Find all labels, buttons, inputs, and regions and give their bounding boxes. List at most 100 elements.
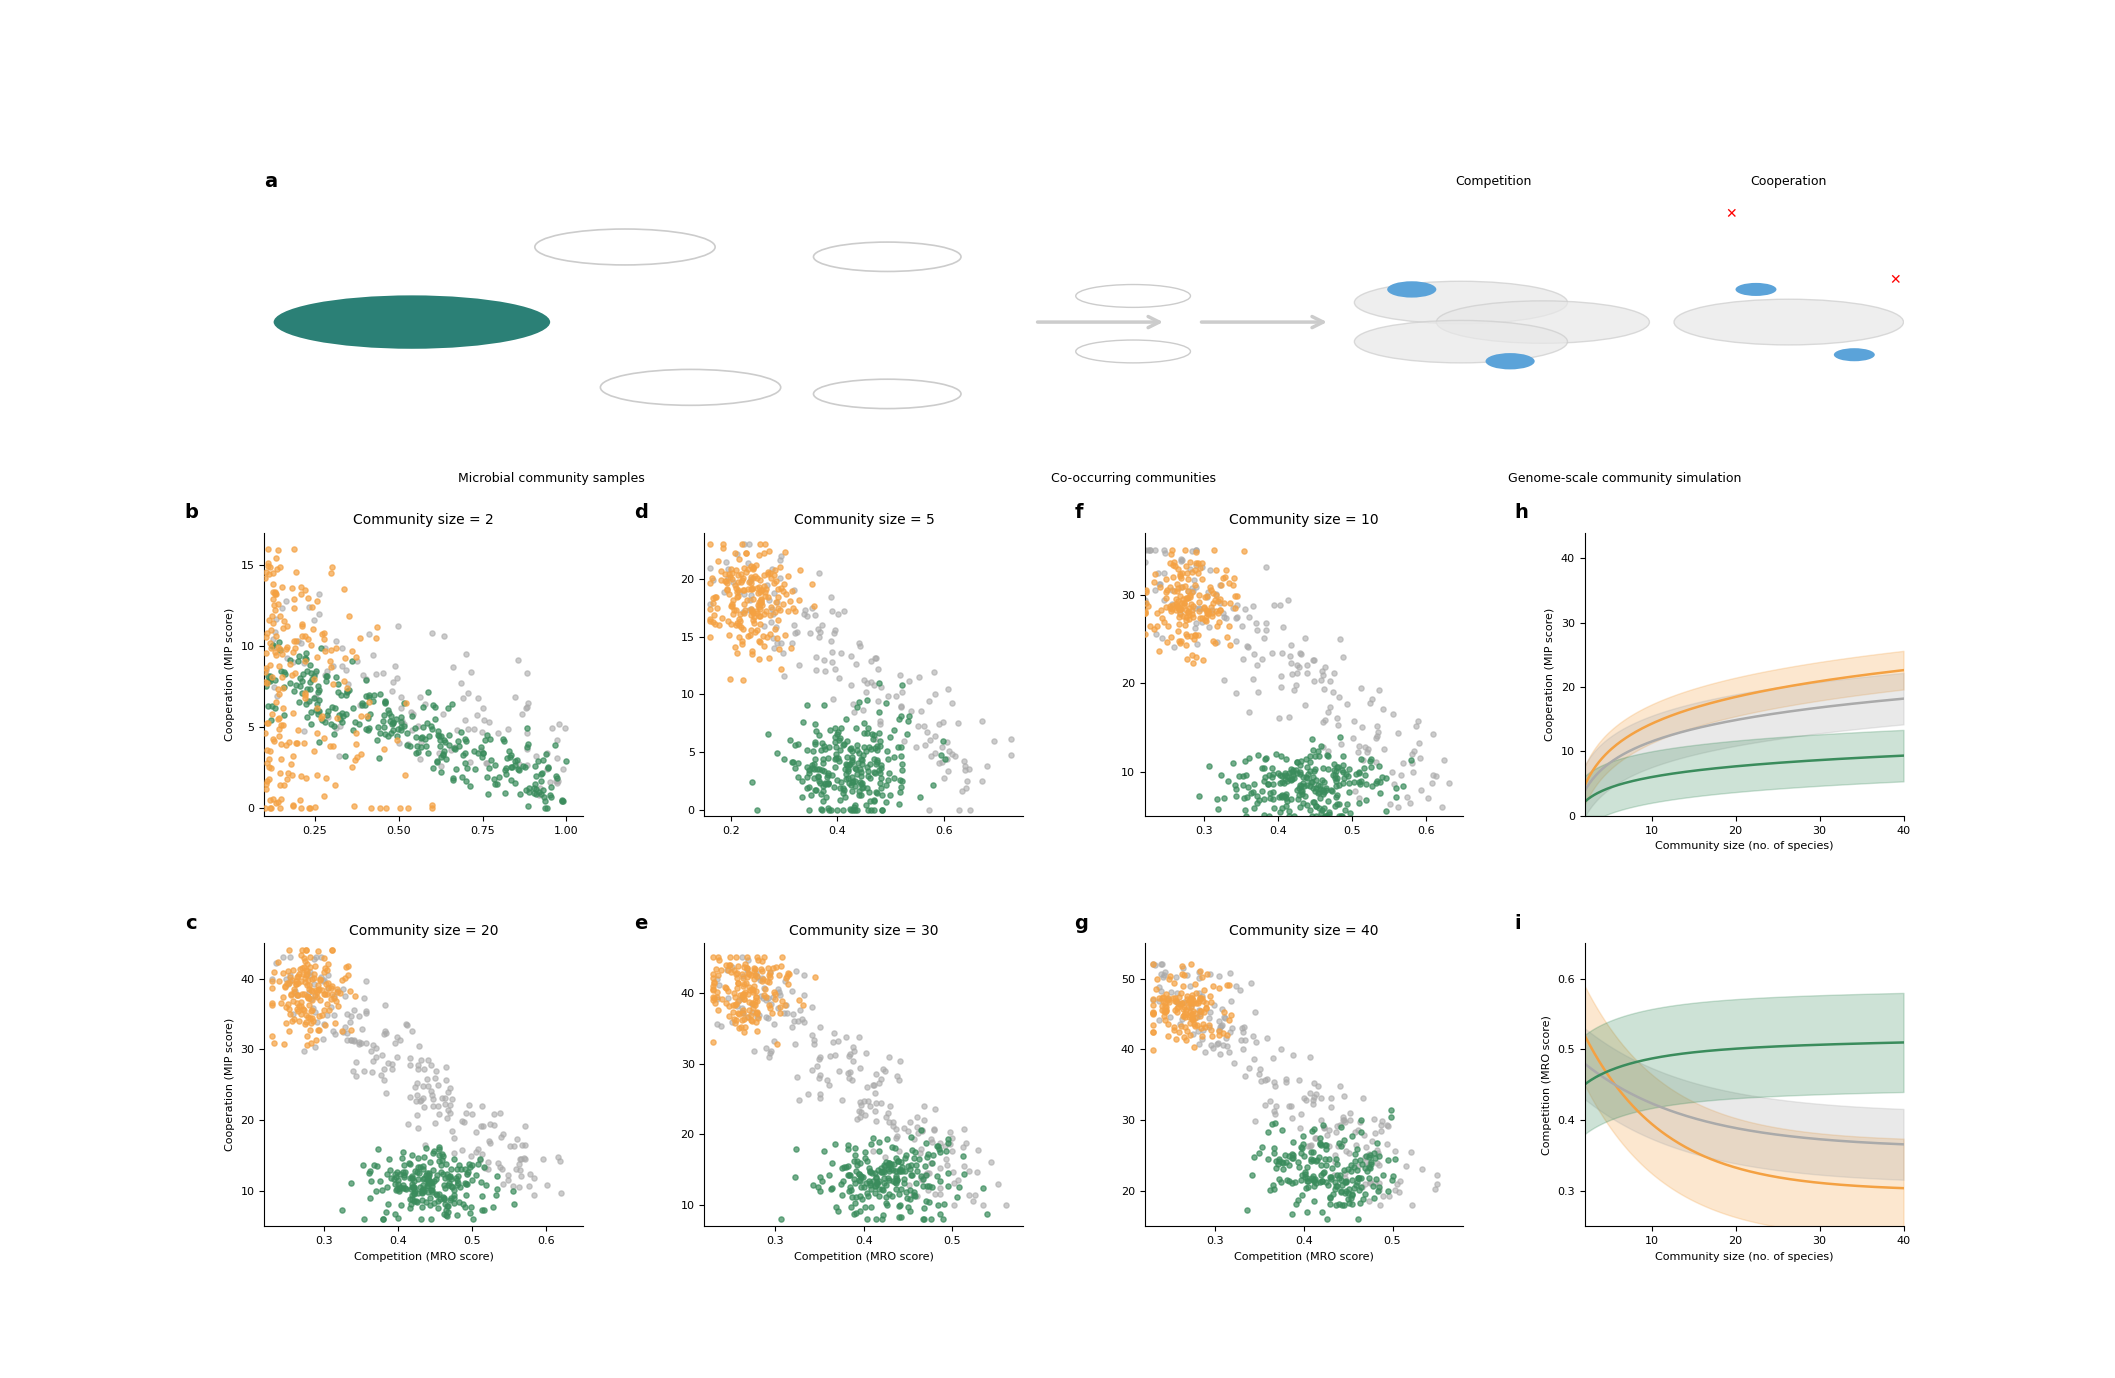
Point — [326, 701, 360, 723]
Text: i: i — [1514, 914, 1521, 933]
Point — [1271, 762, 1305, 784]
Point — [262, 970, 296, 992]
Point — [797, 1034, 831, 1056]
Point — [749, 970, 783, 992]
Point — [402, 1035, 436, 1057]
Point — [914, 1129, 948, 1151]
Point — [368, 717, 402, 739]
Point — [1136, 1002, 1170, 1024]
Point — [1165, 992, 1199, 1014]
Point — [812, 1164, 846, 1186]
Point — [738, 985, 772, 1007]
Point — [861, 1173, 895, 1195]
Point — [541, 770, 575, 792]
Point — [269, 734, 302, 757]
Point — [808, 660, 842, 682]
Point — [1176, 1000, 1210, 1022]
Point — [823, 667, 857, 689]
Point — [802, 1175, 835, 1197]
Point — [865, 677, 899, 699]
Point — [888, 1144, 922, 1166]
Point — [328, 744, 362, 766]
Point — [290, 985, 324, 1007]
Point — [774, 580, 808, 602]
Point — [256, 977, 290, 999]
Point — [700, 1013, 734, 1035]
Point — [759, 743, 793, 765]
Point — [863, 1093, 897, 1115]
Point — [448, 1184, 482, 1206]
Point — [288, 947, 321, 969]
Point — [283, 958, 317, 980]
Point — [886, 729, 920, 751]
Point — [421, 723, 455, 745]
Point — [871, 769, 905, 791]
Point — [315, 1020, 349, 1042]
Point — [922, 1170, 956, 1192]
Point — [755, 1039, 789, 1061]
Point — [721, 1017, 755, 1039]
Point — [738, 963, 772, 985]
Point — [353, 1162, 387, 1184]
Point — [1258, 1156, 1292, 1178]
Point — [696, 978, 730, 1000]
Point — [461, 686, 495, 708]
Point — [1180, 551, 1214, 573]
Point — [1246, 1135, 1280, 1158]
Point — [393, 736, 427, 758]
Point — [1324, 726, 1358, 748]
Point — [296, 1007, 330, 1029]
Point — [281, 984, 315, 1006]
Circle shape — [1675, 299, 1904, 344]
Point — [770, 1002, 804, 1024]
Point — [305, 1003, 338, 1025]
Point — [819, 1133, 852, 1155]
Point — [907, 1096, 941, 1118]
Point — [734, 598, 768, 620]
Point — [795, 1024, 829, 1046]
Point — [825, 717, 859, 739]
Point — [258, 1032, 292, 1054]
Point — [717, 604, 751, 626]
Point — [884, 1160, 918, 1182]
Point — [402, 1162, 436, 1184]
Point — [1178, 558, 1212, 580]
Point — [1178, 540, 1212, 562]
Point — [1174, 593, 1208, 615]
Point — [1248, 747, 1282, 769]
Point — [1180, 562, 1214, 584]
Point — [747, 575, 780, 597]
Point — [546, 758, 580, 780]
Point — [1335, 1193, 1368, 1215]
Point — [764, 955, 797, 977]
Text: a: a — [264, 172, 277, 192]
Point — [719, 598, 753, 620]
Point — [1273, 707, 1307, 729]
Point — [1267, 616, 1301, 638]
Point — [791, 1083, 825, 1105]
Point — [315, 557, 349, 579]
Point — [317, 1005, 351, 1027]
Point — [1195, 976, 1229, 998]
Point — [829, 1156, 863, 1178]
Point — [732, 579, 766, 601]
Point — [1307, 770, 1341, 792]
Point — [764, 631, 797, 653]
Point — [1155, 565, 1189, 587]
Point — [884, 696, 918, 718]
Point — [256, 967, 290, 989]
Point — [975, 1152, 1009, 1174]
Point — [319, 637, 353, 659]
Point — [434, 1102, 467, 1124]
Point — [1328, 1170, 1362, 1192]
Point — [406, 1178, 440, 1200]
Point — [882, 1140, 916, 1162]
Point — [529, 796, 563, 819]
Point — [1254, 1112, 1288, 1134]
Point — [385, 711, 419, 733]
Point — [842, 772, 876, 794]
Point — [1292, 744, 1326, 766]
Point — [823, 729, 857, 751]
Point — [696, 989, 730, 1011]
Point — [368, 1057, 402, 1079]
